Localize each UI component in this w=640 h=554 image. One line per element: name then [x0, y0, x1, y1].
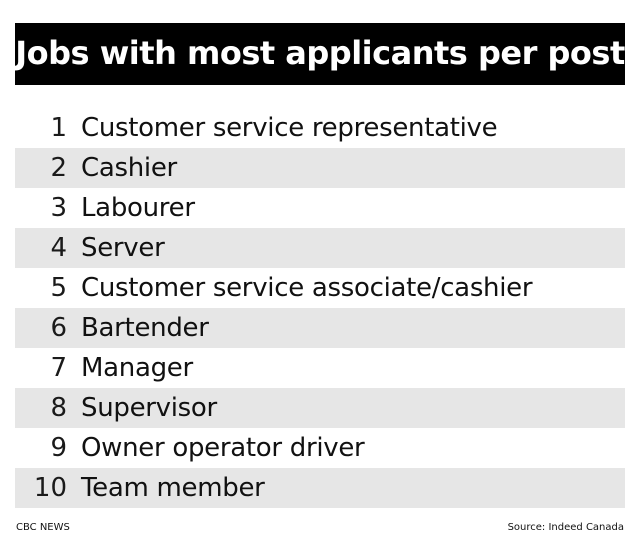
list-item-rank: 3 — [50, 193, 67, 223]
list-item-job: Customer service associate/cashier — [81, 273, 533, 303]
list-item-rank: 5 — [50, 273, 67, 303]
list-item-rank: 10 — [33, 473, 67, 503]
list-item-rank: 4 — [50, 233, 67, 263]
list-item: 3 Labourer — [15, 188, 625, 228]
source-credit: Source: Indeed Canada — [507, 522, 624, 533]
list-item-rank: 2 — [50, 153, 67, 183]
list-item-job: Server — [81, 233, 165, 263]
list-item-job: Team member — [81, 473, 265, 503]
list-item-job: Cashier — [81, 153, 177, 183]
brand-credit: CBC NEWS — [16, 522, 70, 533]
list-item: 10 Team member — [15, 468, 625, 508]
ranked-list: 1 Customer service representative 2 Cash… — [15, 108, 625, 508]
list-item-rank: 9 — [50, 433, 67, 463]
list-item-job: Labourer — [81, 193, 195, 223]
list-item: 2 Cashier — [15, 148, 625, 188]
list-item-rank: 8 — [50, 393, 67, 423]
page-title: Jobs with most applicants per post — [15, 34, 625, 72]
list-item-job: Bartender — [81, 313, 209, 343]
list-item-rank: 1 — [50, 113, 67, 143]
list-item-job: Manager — [81, 353, 193, 383]
list-item: 6 Bartender — [15, 308, 625, 348]
title-bar: Jobs with most applicants per post — [15, 23, 625, 85]
list-item: 9 Owner operator driver — [15, 428, 625, 468]
list-item-rank: 6 — [50, 313, 67, 343]
list-item: 5 Customer service associate/cashier — [15, 268, 625, 308]
list-item-job: Supervisor — [81, 393, 217, 423]
list-item: 4 Server — [15, 228, 625, 268]
list-item-rank: 7 — [50, 353, 67, 383]
list-item: 8 Supervisor — [15, 388, 625, 428]
list-item: 7 Manager — [15, 348, 625, 388]
list-item-job: Customer service representative — [81, 113, 498, 143]
list-item-job: Owner operator driver — [81, 433, 365, 463]
list-item: 1 Customer service representative — [15, 108, 625, 148]
